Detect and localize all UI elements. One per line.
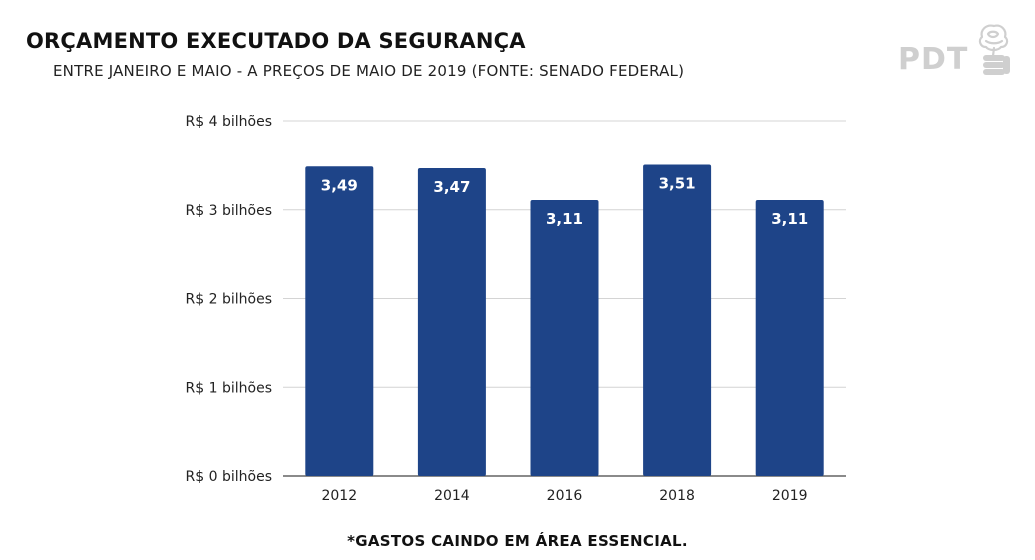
y-tick-label: R$ 0 bilhões [186,469,272,485]
y-tick-label: R$ 1 bilhões [186,380,272,396]
x-tick-label: 2018 [659,488,695,504]
footnote: *GASTOS CAINDO EM ÁREA ESSENCIAL. [347,532,688,550]
data-label: 3,11 [771,210,808,228]
data-label: 3,49 [321,176,358,194]
data-label: 3,47 [433,178,470,196]
bar [755,199,824,477]
bar [643,164,712,477]
data-label: 3,51 [659,174,696,192]
rose-in-fist-logo-icon [978,24,1010,75]
chart-title: ORÇAMENTO EXECUTADO DA SEGURANÇA [26,29,526,53]
x-tick-label: 2019 [772,488,808,504]
chart-subtitle: ENTRE JANEIRO E MAIO - A PREÇOS DE MAIO … [53,62,685,80]
x-tick-label: 2016 [547,488,583,504]
data-label: 3,11 [546,210,583,228]
bar-chart: R$ 0 bilhões R$ 1 bilhões R$ 2 bilhões R$ 3… [186,114,846,504]
x-tick-label: 2014 [434,488,470,504]
x-tick-label: 2012 [321,488,357,504]
party-logo: PDT [898,22,1018,84]
bar [305,166,374,476]
y-tick-label: R$ 3 bilhões [186,203,272,219]
logo-text: PDT [898,42,969,77]
y-tick-label: R$ 2 bilhões [186,292,272,308]
y-tick-label: R$ 4 bilhões [186,114,272,130]
bar [417,168,486,476]
bar [530,199,599,477]
